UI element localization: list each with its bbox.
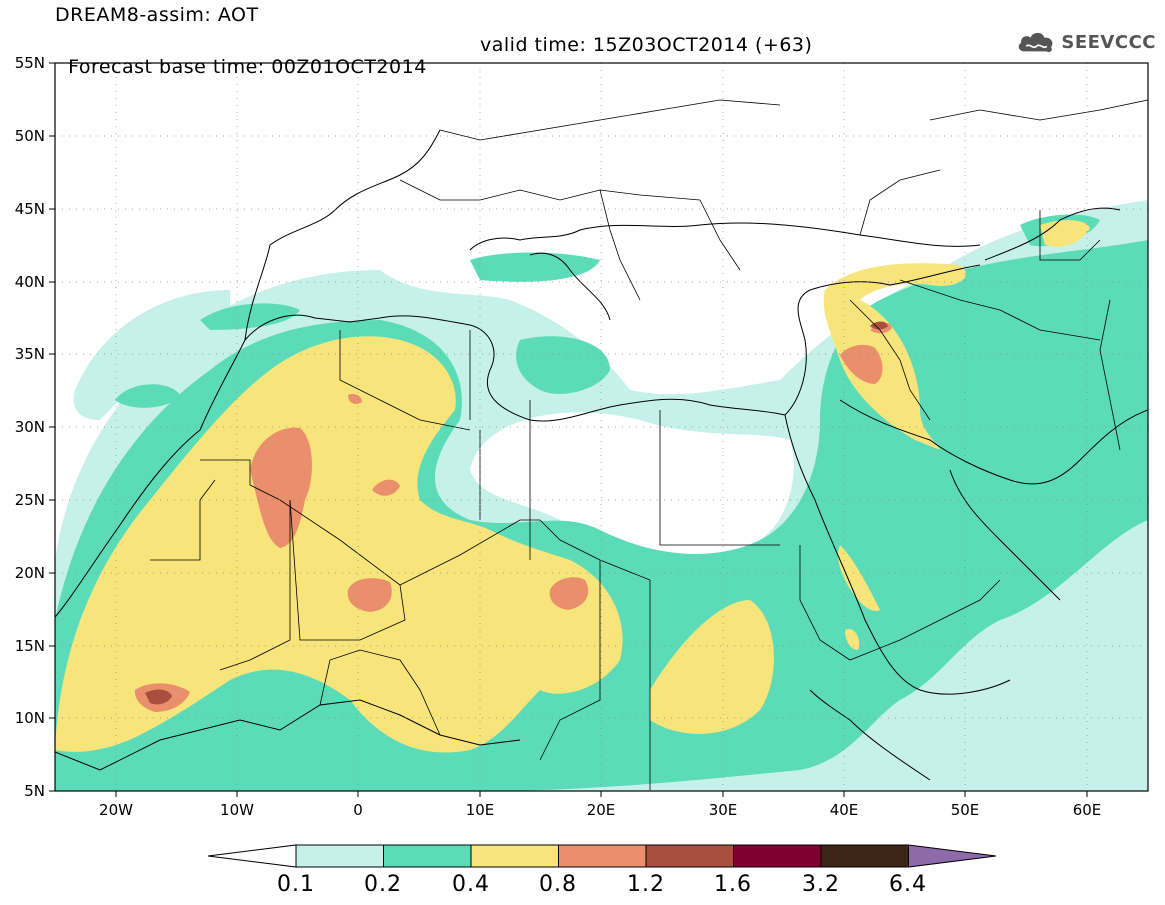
colorbar-cell (295, 844, 384, 868)
lon-label: 10E (466, 801, 495, 819)
lat-label: 25N (15, 491, 45, 509)
seevccc-logo: SEEVCCC (1016, 25, 1156, 59)
colorbar-label: 0.1 (277, 872, 315, 897)
lat-label: 15N (15, 637, 45, 655)
lat-label: 40N (15, 273, 45, 291)
logo-text: SEEVCCC (1061, 31, 1156, 53)
lon-label: 10W (220, 801, 254, 819)
colorbar-label: 1.2 (627, 872, 665, 897)
lat-label: 20N (15, 564, 45, 582)
colorbar-cell (645, 844, 734, 868)
map-title: DREAM8-assim: AOT (55, 4, 259, 26)
aot-band-0.8 (134, 322, 892, 712)
lat-label: 30N (15, 418, 45, 436)
lat-label: 45N (15, 200, 45, 218)
colorbar-label: 1.6 (714, 872, 752, 897)
colorbar-label: 0.4 (452, 872, 490, 897)
colorbar-label: 0.2 (364, 872, 402, 897)
lon-label: 20W (99, 801, 133, 819)
lat-label: 55N (15, 54, 45, 72)
lat-label: 10N (15, 709, 45, 727)
valid-time-label: valid time: 15Z03OCT2014 (+63) (480, 34, 813, 56)
colorbar-cell (558, 844, 647, 868)
colorbar-label: 3.2 (802, 872, 840, 897)
colorbar-cell (908, 844, 997, 868)
lon-label: 0 (353, 801, 363, 819)
colorbar-cell (820, 844, 909, 868)
lat-label: 50N (15, 127, 45, 145)
aot-band-1.2 (145, 321, 888, 705)
lon-label: 20E (587, 801, 616, 819)
lon-label: 30E (709, 801, 738, 819)
coastlines (55, 129, 1148, 781)
lon-label: 60E (1073, 801, 1102, 819)
colorbar-label: 0.8 (539, 872, 577, 897)
colorbar (207, 844, 997, 868)
longitude-labels: 20W 10W 0 10E 20E 30E 40E 50E 60E (99, 801, 1101, 819)
base-time-label: Forecast base time: 00Z01OCT2014 (68, 56, 427, 78)
colorbar-cell (207, 844, 297, 868)
latitude-labels: 5N 10N 15N 20N 25N 30N 35N 40N 45N 50N 5… (15, 54, 45, 800)
lat-label: 5N (24, 782, 45, 800)
colorbar-label: 6.4 (889, 872, 927, 897)
forecast-times: Forecast base time: 00Z01OCT2014 valid t… (55, 34, 812, 100)
country-borders (150, 99, 1148, 790)
tick-marks (49, 62, 1088, 797)
colorbar-cell (470, 844, 559, 868)
aot-band-0.4 (55, 220, 1090, 753)
cloud-icon (1018, 32, 1053, 53)
colorbar-cell (383, 844, 472, 868)
lat-label: 35N (15, 345, 45, 363)
aot-field (55, 63, 1148, 791)
lon-label: 50E (951, 801, 980, 819)
colorbar-cell (733, 844, 822, 868)
graticule (55, 63, 1148, 791)
lon-label: 40E (830, 801, 859, 819)
